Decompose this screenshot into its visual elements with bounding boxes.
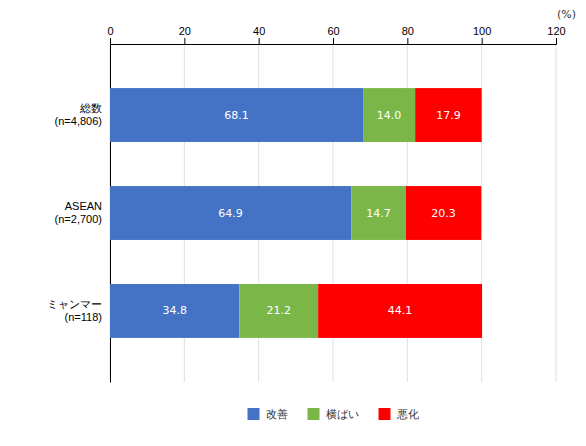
x-tick-mark (407, 38, 408, 44)
legend: 改善 横ばい 悪化 (248, 408, 419, 421)
x-tick-mark (333, 38, 334, 44)
data-label: 68.1 (224, 109, 249, 122)
y-tick: ミャンマー(n=118) (47, 298, 110, 323)
x-tick: 20 (179, 25, 191, 44)
x-tick-label: 40 (253, 25, 265, 37)
plot: 0 20 40 60 80 100 120 総数(n=4,806) ASEAN(n=2,700)… (47, 8, 576, 383)
x-tick: 80 (402, 25, 414, 44)
data-label: 14.7 (366, 207, 391, 220)
legend-swatch (379, 408, 391, 420)
x-tick: 0 (107, 25, 113, 44)
legend-item: 改善 (248, 408, 288, 421)
data-labels: 68.1 64.9 34.8 14.0 14.7 21.2 17.9 20.3 44.1 (162, 109, 460, 318)
y-tick-label: 総数(n=4,806) (55, 102, 102, 127)
bar (351, 186, 406, 240)
x-tick-label: 120 (547, 25, 565, 37)
legend-label: 横ばい (326, 408, 359, 421)
x-tick-mark (110, 38, 111, 44)
x-axis: 0 20 40 60 80 100 120 (107, 25, 565, 45)
data-label: 20.3 (431, 207, 456, 220)
x-tick-label: 0 (107, 25, 113, 37)
data-label: 17.9 (436, 109, 461, 122)
y-tick: ASEAN(n=2,700) (55, 200, 110, 225)
x-axis-line (111, 38, 557, 45)
grid-line (556, 44, 557, 382)
x-tick-mark (259, 38, 260, 44)
y-tick-label: ASEAN(n=2,700) (55, 200, 102, 225)
y-tick: 総数(n=4,806) (55, 102, 110, 127)
legend-item: 悪化 (379, 408, 419, 421)
data-label: 34.8 (162, 304, 187, 317)
x-tick-mark (556, 38, 557, 44)
legend-swatch (248, 408, 260, 420)
x-tick-mark (482, 38, 483, 44)
x-tick-label: 20 (179, 25, 191, 37)
bar (110, 186, 351, 240)
data-label: 44.1 (388, 304, 413, 317)
bars (110, 88, 482, 338)
x-tick: 100 (473, 25, 491, 44)
bar (415, 88, 482, 142)
x-tick-mark (184, 38, 185, 44)
chart: 0 20 40 60 80 100 120 総数(n=4,806) ASEAN(n=2,700)… (0, 0, 586, 446)
x-axis-label: (%) (557, 8, 576, 21)
y-axis: 総数(n=4,806) ASEAN(n=2,700) ミャンマー(n=118) (47, 45, 111, 383)
data-label: 14.0 (377, 109, 402, 122)
legend-item: 横ばい (308, 408, 359, 421)
data-label: 64.9 (218, 207, 243, 220)
x-tick-label: 100 (473, 25, 491, 37)
bar (239, 284, 318, 338)
x-tick-label: 60 (327, 25, 339, 37)
legend-swatch (308, 408, 320, 420)
bar (110, 284, 239, 338)
y-tick-label: ミャンマー(n=118) (47, 298, 102, 323)
legend-label: 改善 (266, 408, 288, 421)
bar (318, 284, 482, 338)
x-tick: 60 (327, 25, 339, 44)
x-tick: 120 (547, 25, 565, 44)
legend-label: 悪化 (396, 408, 419, 421)
grid (110, 44, 556, 382)
data-label: 21.2 (266, 304, 291, 317)
x-tick-label: 80 (402, 25, 414, 37)
bar (406, 186, 481, 240)
x-tick: 40 (253, 25, 265, 44)
bar (110, 88, 363, 142)
bar (363, 88, 415, 142)
